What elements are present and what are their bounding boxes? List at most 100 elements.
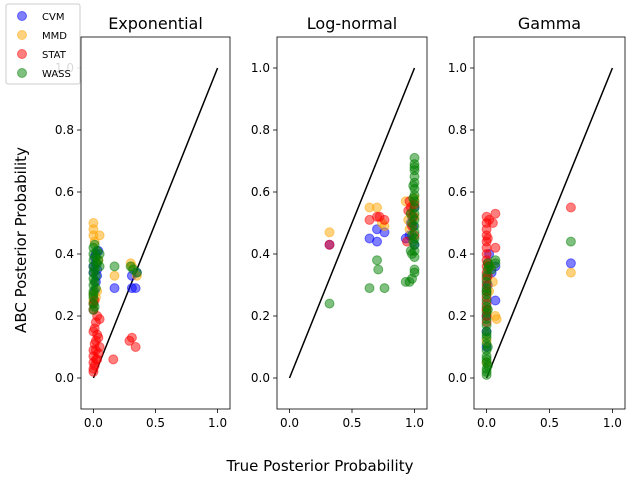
series-mmd: [481, 261, 576, 368]
data-point: [481, 329, 492, 340]
data-point: [409, 162, 420, 173]
data-point: [109, 270, 120, 281]
x-tick-label: 0.5: [540, 416, 559, 430]
data-point: [565, 267, 576, 278]
x-tick-label: 0.0: [84, 416, 103, 430]
data-point: [324, 227, 335, 238]
x-tick-label: 0.5: [146, 416, 165, 430]
panel-title: Exponential: [108, 14, 203, 33]
data-point: [94, 314, 105, 325]
panel-title: Gamma: [518, 14, 581, 33]
y-tick-label: 0.8: [251, 123, 270, 137]
axes-frame: [276, 36, 428, 410]
data-point: [372, 236, 382, 247]
data-point: [379, 283, 390, 294]
figure-xlabel: True Posterior Probability: [226, 457, 414, 475]
y-tick-label: 0.6: [55, 185, 74, 199]
axes-frame: [80, 36, 231, 410]
data-point: [565, 202, 576, 213]
y-tick-label: 0.4: [448, 247, 467, 261]
series-wass: [88, 239, 142, 315]
y-tick-label: 0.4: [55, 247, 74, 261]
data-point: [109, 261, 120, 272]
legend-marker: [17, 11, 27, 21]
data-point: [94, 249, 105, 259]
data-point: [90, 345, 101, 356]
data-point: [88, 366, 99, 377]
data-point: [490, 258, 501, 269]
data-point: [109, 283, 120, 294]
data-point: [481, 354, 492, 365]
y-tick-label: 0.2: [448, 309, 467, 323]
y-tick-label: 0.2: [55, 309, 74, 323]
data-point: [487, 218, 498, 228]
data-point: [324, 239, 335, 250]
panel-2: Gamma 0.0 0.5 1.0 0.0 0.2 0.4 0.6 0.8 1.0: [448, 14, 626, 430]
axes-frame: [473, 36, 626, 410]
x-tick-label: 0.0: [280, 416, 299, 430]
y-tick-label: 0.0: [55, 371, 74, 385]
data-point: [88, 326, 99, 337]
figure-ylabel: ABC Posterior Probability: [12, 147, 30, 333]
x-tick-label: 0.5: [342, 416, 361, 430]
data-point: [364, 283, 375, 294]
data-point: [108, 354, 119, 365]
x-tick-label: 0.0: [477, 416, 496, 430]
legend-label: MMD: [42, 31, 67, 42]
legend: CVM MMD STAT WASS: [5, 3, 81, 85]
data-point: [372, 202, 382, 213]
x-tick-label: 1.0: [603, 416, 622, 430]
data-point: [491, 314, 502, 325]
x-tick-label: 1.0: [405, 416, 424, 430]
panels: Exponential0.00.51.00.00.20.40.60.81.0Lo…: [55, 14, 626, 430]
series-stat: [88, 295, 141, 377]
legend-label: CVM: [42, 12, 64, 23]
data-point: [490, 208, 501, 219]
data-point: [94, 261, 105, 272]
data-point: [490, 295, 501, 306]
data-point: [408, 193, 419, 204]
series-wass: [324, 152, 420, 309]
legend-label: STAT: [42, 50, 67, 61]
data-point: [565, 236, 576, 247]
x-tick-label: 1.0: [208, 416, 227, 430]
data-point: [90, 354, 101, 365]
y-tick-label: 0.8: [448, 123, 467, 137]
data-point: [130, 283, 141, 294]
y-tick-label: 0.6: [251, 185, 270, 199]
legend-marker: [17, 49, 27, 59]
legend-box: [5, 3, 81, 85]
data-point: [407, 230, 417, 241]
data-point: [490, 242, 501, 253]
y-tick-label: 0.0: [251, 371, 270, 385]
y-tick-label: 0.2: [251, 309, 270, 323]
data-point: [88, 289, 99, 300]
reference-line: [485, 67, 614, 379]
legend-label: WASS: [42, 69, 71, 80]
y-tick-label: 0.0: [448, 371, 467, 385]
data-point: [90, 270, 101, 281]
data-point: [481, 286, 492, 297]
y-tick-label: 0.4: [251, 247, 270, 261]
y-tick-label: 1.0: [251, 61, 270, 75]
data-point: [126, 332, 137, 343]
data-point: [407, 249, 417, 259]
y-tick-label: 1.0: [448, 61, 467, 75]
data-point: [565, 258, 576, 269]
data-point: [407, 218, 417, 228]
data-point: [409, 267, 420, 278]
panel-1: Log-normal 0.0 0.5 1.0 0.0 0.2 0.4 0.6 0.8 1.0: [251, 14, 428, 430]
data-point: [482, 233, 493, 244]
data-point: [372, 255, 382, 266]
data-point: [88, 304, 99, 315]
data-point: [379, 214, 390, 225]
data-point: [324, 298, 335, 309]
data-point: [405, 208, 416, 219]
data-point: [130, 342, 141, 352]
legend-marker: [17, 68, 27, 78]
reference-line: [288, 67, 416, 379]
legend-marker: [17, 30, 27, 40]
y-tick-label: 0.6: [448, 185, 467, 199]
